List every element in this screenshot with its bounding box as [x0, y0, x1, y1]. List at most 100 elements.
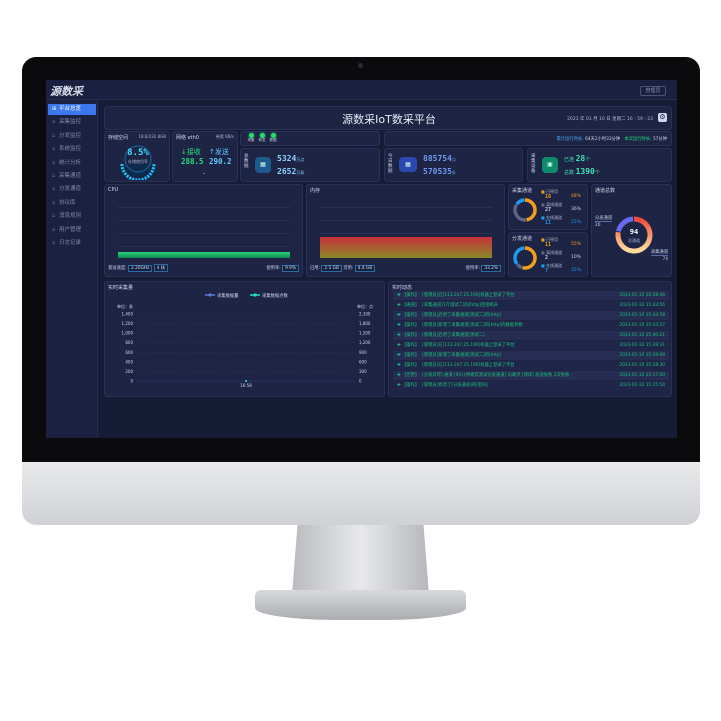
log-time: 2023-01-10 15:28:30 — [619, 363, 665, 368]
sidebar-item[interactable]: ▫ 采集监控 — [48, 117, 96, 128]
chart-title: 实时采集量 — [108, 285, 134, 291]
rx-value: 288.5 — [181, 157, 204, 166]
channel-donut — [513, 198, 537, 222]
header-bar: 源数采IoT数采平台 2023 年 01 月 10 日 星期二 16 : 59 … — [104, 106, 672, 130]
log-row[interactable]: ✚ 【操作】 [管理员]启用了采集通道[测试二] 2023-01-10 15:40:… — [393, 331, 669, 340]
legend-bullet-icon: ■ — [541, 263, 547, 268]
sidebar-item-label: 日志记录 — [59, 240, 82, 246]
log-row[interactable]: ✚ 【告警】 [分发异常] 通道 [93] [终端云测试分发通道] 向端点 [测试… — [393, 371, 669, 380]
legend-label: 已停用 — [546, 237, 559, 242]
donut-segment — [615, 216, 653, 254]
sidebar-item[interactable]: ▫ 系统监控 — [48, 144, 96, 155]
channel-icon: ▫ — [52, 186, 56, 193]
y-left-tick: 800 — [125, 340, 133, 345]
memory-title: 内存 — [310, 188, 321, 194]
channel-donut — [513, 246, 537, 270]
sidebar-item[interactable]: ▫ 分发监控 — [48, 131, 96, 142]
log-tag: 【操作】 — [401, 293, 420, 298]
sidebar-item[interactable]: ⊞ 平台总览 — [48, 104, 96, 115]
storage-percent: 8.5% — [127, 148, 149, 158]
log-text: [管理员]新增了采集通道[测试二]的[http]的数据参数 — [422, 323, 523, 328]
monitor-icon: ▫ — [52, 146, 56, 153]
y-left-tick: 200 — [125, 369, 133, 374]
today-records-unit: 条 — [451, 170, 456, 175]
monitor-chin — [22, 462, 700, 525]
admin-button[interactable]: 管理员 — [640, 86, 666, 96]
log-row[interactable]: ✚ 【操作】 [管理员]新增了采集通道[测试二]的[http] 2023-01-10… — [393, 351, 669, 360]
collect-label: 采集通道 — [650, 250, 668, 256]
legend-bullet-icon: ■ — [541, 250, 547, 255]
channel-total-donut — [615, 216, 653, 254]
dist-channels-panel: 分发通道 ■ 已停用 11 55% ■ 离线通道 2 10% ■ 在线通道 7 35% — [508, 232, 588, 277]
legend-marker-icon — [208, 293, 212, 297]
channel-total-panel: 通道总数 94 总通道 分发通道 20 采集通道 74 — [591, 184, 672, 277]
plus-icon: ✚ — [397, 333, 402, 338]
y-left-tick: 1,000 — [122, 331, 134, 336]
log-row[interactable]: ✚ 【操作】 [管理员]在[113.247.25.190]机器上登录了平台 2023… — [393, 361, 669, 370]
y-left-tick: 1,200 — [122, 321, 134, 326]
today-points-unit: 点 — [451, 157, 456, 162]
legend-item: ■ 在线通道 — [541, 215, 562, 221]
plus-icon: ✚ — [397, 343, 402, 348]
storage-gauge — [119, 145, 157, 180]
log-time: 2023-01-10 15:43:56 — [619, 303, 665, 308]
log-text: [管理员]新增了采集通道[测试二]的[http] — [422, 353, 502, 358]
sidebar-item-label: 平台总览 — [59, 106, 82, 112]
memory-usage-area — [320, 237, 492, 258]
legend-count: 2 — [545, 255, 549, 261]
total-runtime: 64天2小时33分钟 — [585, 137, 621, 142]
cpu-usage: 9.9% — [282, 265, 299, 272]
donut-segment — [522, 246, 537, 270]
total-points-unit: 万点 — [296, 157, 305, 162]
log-text: [分发异常] 通道 [93] [终端云测试分发通道] 向端点 [测试] 发送失败… — [422, 373, 570, 378]
sidebar-item[interactable]: ▫ 分发通道 — [48, 184, 96, 195]
legend-item: ■ 已停用 — [541, 237, 558, 243]
log-row[interactable]: ✚ 【操作】 [管理员]新增了采集通道[测试二]的[http]的数据参数 2023-… — [393, 321, 669, 330]
log-icon: ▫ — [52, 240, 56, 246]
sidebar-item[interactable]: ▫ 消息规则 — [48, 211, 96, 222]
y-left-tick: 600 — [125, 350, 133, 355]
dashboard-screen: 源数采 管理员 ⊞ 平台总览 ▫ 采集监控 ▫ 分发监控 ▫ 系统监控 ▫ 统计分析 ▫ 采集通道 ▫ 分… — [46, 80, 677, 438]
today-records: 570535 — [423, 167, 452, 176]
legend-percent: 55% — [571, 242, 582, 247]
sidebar-item-label: 用户管理 — [59, 226, 82, 233]
data-point — [245, 380, 247, 382]
channel-total-title: 通道总数 — [595, 188, 616, 194]
sidebar-item[interactable]: ▫ 用户管理 — [48, 225, 96, 236]
users-icon: ▫ — [52, 226, 56, 233]
legend-label: 离线通道 — [546, 202, 563, 207]
sidebar-item[interactable]: ▫ 采集通道 — [48, 171, 96, 182]
donut-segment — [513, 246, 525, 265]
log-row[interactable]: ✚ 【操作】 [管理员]修改了[分发通道]的[密码] 2023-01-10 15:1… — [393, 381, 669, 390]
webcam — [358, 63, 363, 68]
cpu-usage-label: 使用率: — [266, 266, 281, 271]
log-time: 2023-01-10 15:39:08 — [619, 353, 665, 358]
sidebar-item[interactable]: ▫ 协议库 — [48, 198, 96, 209]
log-row[interactable]: ✚ 【通道】 [采集通道]17[测试二]的[http]连接断开 2023-01-10… — [393, 301, 669, 310]
cpu-cores: 4 核 — [153, 264, 169, 272]
log-row[interactable]: ✚ 【操作】 [管理员]在[113.247.25.190]机器上登录了平台 2023… — [393, 291, 669, 300]
status-dot-icon — [259, 133, 265, 138]
sidebar-item[interactable]: ▫ 日志记录 — [48, 238, 96, 249]
legend-label: 离线通道 — [546, 250, 563, 255]
sidebar-item-label: 系统监控 — [59, 146, 82, 153]
database-icon: ▦ — [255, 157, 271, 173]
settings-icon[interactable]: ⚙ — [658, 113, 667, 122]
sidebar-item-label: 协议库 — [59, 199, 76, 206]
log-text: [管理员]在[113.247.25.190]机器上登录了平台 — [422, 293, 515, 298]
dist-label: 分发通道 — [595, 216, 613, 222]
y-right-tick: 1,200 — [359, 340, 371, 345]
sidebar-item[interactable]: ▫ 统计分析 — [48, 158, 96, 169]
log-row[interactable]: ✚ 【操作】 [管理员]在[113.247.25.190]机器上登录了平台 2023… — [393, 341, 669, 350]
today-points: 885754 — [423, 154, 452, 163]
total-data-label: 总数据 — [244, 154, 249, 169]
total-devices: 1390 — [575, 167, 595, 176]
status-indicator: 转发 — [257, 133, 267, 143]
log-text: [管理员]修改了[分发通道]的[密码] — [422, 383, 489, 388]
status-label: 转发 — [258, 138, 266, 142]
legend-item: ■ 离线通道 — [541, 250, 562, 256]
log-row[interactable]: ✚ 【操作】 [管理员]启用了采集通道[测试二]的[http] 2023-01-10… — [393, 311, 669, 320]
log-list[interactable]: ✚ 【操作】 [管理员]在[113.247.25.190]机器上登录了平台 2023… — [389, 291, 673, 395]
runtime-bar: 累计运行时长: 64天2小时33分钟 本次运行时长: 57分钟 — [384, 131, 672, 146]
log-text: [采集通道]17[测试二]的[http]连接断开 — [422, 303, 499, 308]
